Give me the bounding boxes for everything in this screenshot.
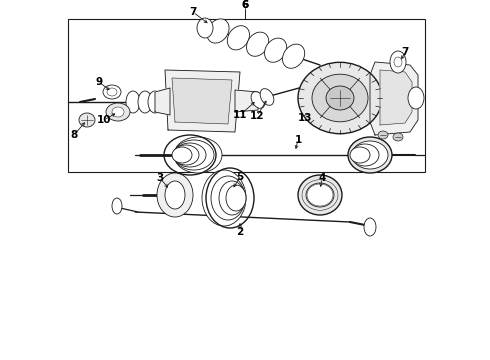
Ellipse shape <box>211 176 245 220</box>
Ellipse shape <box>265 38 287 62</box>
Ellipse shape <box>112 107 124 117</box>
Polygon shape <box>380 70 412 125</box>
Ellipse shape <box>106 103 130 121</box>
Text: 11: 11 <box>233 110 247 120</box>
Text: 13: 13 <box>298 113 312 123</box>
Ellipse shape <box>226 185 246 211</box>
Ellipse shape <box>246 32 269 56</box>
Ellipse shape <box>260 89 274 105</box>
Ellipse shape <box>174 143 206 167</box>
Polygon shape <box>235 90 258 112</box>
Polygon shape <box>370 62 418 135</box>
Ellipse shape <box>283 44 305 68</box>
Ellipse shape <box>157 173 193 217</box>
Text: 4: 4 <box>318 173 326 183</box>
Text: 2: 2 <box>236 227 244 237</box>
Ellipse shape <box>227 26 249 50</box>
Ellipse shape <box>174 137 222 173</box>
Polygon shape <box>165 70 240 132</box>
Ellipse shape <box>390 51 406 73</box>
Ellipse shape <box>378 131 388 139</box>
Text: 6: 6 <box>242 0 248 10</box>
Ellipse shape <box>348 137 392 173</box>
Text: 6: 6 <box>242 0 248 10</box>
Ellipse shape <box>148 91 162 113</box>
Text: 1: 1 <box>294 135 302 145</box>
Ellipse shape <box>126 91 140 113</box>
Ellipse shape <box>112 198 122 214</box>
Ellipse shape <box>312 74 368 122</box>
Ellipse shape <box>350 147 370 163</box>
Text: 3: 3 <box>156 173 164 183</box>
Ellipse shape <box>393 133 403 141</box>
Ellipse shape <box>394 57 402 67</box>
Ellipse shape <box>197 18 213 38</box>
Ellipse shape <box>207 19 229 43</box>
Polygon shape <box>155 88 170 115</box>
Text: 5: 5 <box>236 172 244 182</box>
Ellipse shape <box>306 183 334 207</box>
Ellipse shape <box>251 92 265 108</box>
Text: 9: 9 <box>96 77 102 87</box>
Ellipse shape <box>219 181 245 215</box>
Ellipse shape <box>79 113 95 127</box>
Text: 7: 7 <box>401 47 409 57</box>
Text: 8: 8 <box>71 130 77 140</box>
Polygon shape <box>172 78 232 124</box>
Text: 7: 7 <box>189 7 196 17</box>
Ellipse shape <box>202 170 246 226</box>
Ellipse shape <box>173 145 199 165</box>
Ellipse shape <box>326 86 354 110</box>
Ellipse shape <box>103 85 121 99</box>
Text: 10: 10 <box>97 115 111 125</box>
Text: 12: 12 <box>250 111 264 121</box>
Ellipse shape <box>174 140 214 170</box>
Ellipse shape <box>107 88 117 96</box>
Ellipse shape <box>298 175 342 215</box>
Bar <box>68 19 425 172</box>
Ellipse shape <box>165 181 185 209</box>
Ellipse shape <box>298 62 382 134</box>
Ellipse shape <box>352 141 388 169</box>
Ellipse shape <box>408 87 424 109</box>
Ellipse shape <box>364 218 376 236</box>
Ellipse shape <box>172 147 192 163</box>
Ellipse shape <box>138 91 152 113</box>
Ellipse shape <box>351 144 379 166</box>
